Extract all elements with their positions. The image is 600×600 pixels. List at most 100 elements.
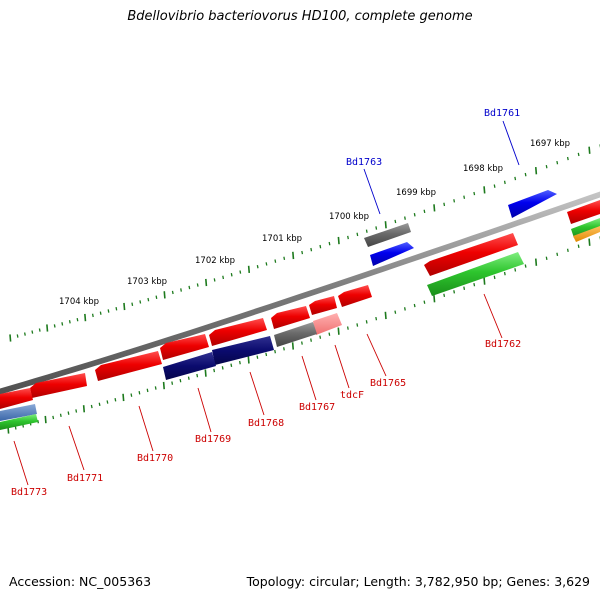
- ruler-tick-upper: [265, 262, 268, 266]
- ruler-tick-upper: [524, 172, 527, 177]
- ruler-tick-lower: [463, 286, 466, 290]
- gene-red-1768[interactable]: [209, 318, 267, 346]
- gene-red-mid2[interactable]: [271, 306, 310, 329]
- gene-bd1773[interactable]: [0, 388, 33, 409]
- ruler-tick-lower: [187, 376, 190, 380]
- ruler-tick-lower: [453, 290, 456, 294]
- ruler-tick-upper: [328, 241, 331, 246]
- ruler-tick-upper: [213, 278, 216, 282]
- leader-bd1768: [249, 371, 265, 416]
- gene-tdcf[interactable]: [313, 313, 342, 335]
- ruler-tick-upper: [337, 236, 340, 245]
- gene-bd1763-blue[interactable]: [370, 242, 414, 266]
- gene-bd1768[interactable]: [212, 336, 274, 365]
- ruler-tick-lower: [556, 252, 559, 257]
- ruler-tick-lower: [283, 347, 285, 351]
- ruler-tick-upper: [301, 250, 304, 255]
- gene-orange-right[interactable]: [573, 226, 600, 242]
- ruler-tick-lower: [238, 360, 241, 365]
- ruler-tick-lower: [146, 388, 149, 393]
- ruler-tick-lower: [577, 244, 580, 248]
- leader-bd1773: [13, 440, 29, 486]
- ruler-tick-upper: [16, 334, 19, 338]
- ruler-tick-upper: [99, 311, 102, 315]
- ruler-tick-lower: [493, 275, 496, 280]
- ruler-tick-upper: [556, 160, 559, 165]
- gene-bd1769[interactable]: [163, 352, 216, 380]
- ruler-tick-upper: [61, 322, 64, 326]
- ruler-tick-lower: [310, 338, 312, 342]
- ruler-tick-lower: [230, 363, 233, 367]
- gene-bd1767[interactable]: [274, 322, 317, 347]
- label-bd1770: Bd1770: [137, 453, 173, 464]
- ruler-tick-upper: [76, 317, 79, 322]
- ruler-tick-upper: [23, 332, 26, 336]
- ruler-tick-lower: [413, 303, 416, 308]
- ruler-tick-lower: [204, 369, 207, 377]
- ruler-tick-lower: [423, 300, 426, 304]
- ruler-tick-lower: [356, 323, 359, 327]
- gene-bd1771[interactable]: [30, 373, 87, 398]
- ruler-tick-lower: [213, 368, 216, 373]
- ruler-tick-lower: [433, 295, 436, 303]
- genome-summary-text: Topology: circular; Length: 3,782,950 bp…: [246, 574, 590, 589]
- ruler-label-1702: 1702 kbp: [195, 256, 235, 266]
- ruler-tick-upper: [180, 288, 182, 292]
- ruler-tick-upper: [9, 334, 12, 342]
- ruler-tick-upper: [577, 152, 580, 157]
- ruler-tick-upper: [68, 320, 71, 324]
- ruler-tick-lower: [154, 386, 157, 390]
- reverse-strand: [0, 233, 524, 430]
- ruler-tick-lower: [443, 293, 446, 298]
- gene-bd1762[interactable]: [424, 233, 518, 276]
- ruler-label-1701: 1701 kbp: [262, 234, 302, 244]
- ruler-tick-lower: [301, 341, 303, 345]
- gene-bd1761[interactable]: [508, 190, 557, 218]
- gene-green-left[interactable]: [0, 414, 38, 430]
- ruler-tick-upper: [205, 278, 208, 287]
- ruler-tick-lower: [483, 277, 486, 285]
- label-tdcf: tdcF: [340, 390, 364, 401]
- ruler-tick-upper: [503, 180, 506, 185]
- ruler-tick-lower: [130, 393, 133, 397]
- gene-red-1769[interactable]: [160, 334, 209, 360]
- gene-bd1763[interactable]: [364, 223, 411, 247]
- ruler-tick-upper: [163, 291, 166, 299]
- ruler-tick-upper: [319, 244, 322, 249]
- ruler-tick-lower: [524, 264, 527, 268]
- leader-bd1770: [138, 405, 154, 452]
- label-bd1765: Bd1765: [370, 378, 406, 389]
- ruler-label-1698: 1698 kbp: [463, 164, 503, 174]
- label-bd1763: Bd1763: [346, 157, 382, 168]
- ruler-tick-upper: [404, 216, 406, 220]
- ruler-tick-lower: [98, 402, 101, 407]
- leader-bd1765: [366, 333, 387, 377]
- ruler-tick-lower: [67, 411, 70, 415]
- ruler-tick-lower: [394, 310, 397, 314]
- ruler-tick-upper: [239, 270, 242, 274]
- ruler-tick-upper: [31, 330, 34, 334]
- ruler-tick-upper: [588, 146, 591, 154]
- ruler-tick-upper: [365, 229, 368, 233]
- gene-bd1770[interactable]: [95, 351, 162, 381]
- ruler-tick-upper: [139, 300, 142, 304]
- ruler-tick-upper: [171, 290, 174, 295]
- gene-red-mid[interactable]: [309, 296, 337, 315]
- ruler-tick-lower: [179, 378, 182, 383]
- ruler-tick-lower: [365, 320, 368, 324]
- ruler-label-1703: 1703 kbp: [127, 277, 167, 287]
- leader-bd1769: [197, 387, 212, 433]
- ruler-tick-upper: [413, 213, 416, 217]
- label-bd1762: Bd1762: [485, 339, 521, 350]
- leader-bd1762: [483, 293, 503, 339]
- gene-red-right[interactable]: [567, 200, 600, 224]
- gene-bd1765[interactable]: [338, 285, 372, 307]
- ruler-tick-lower: [473, 282, 476, 287]
- ruler-tick-lower: [403, 307, 406, 311]
- gene-bd1762-green[interactable]: [427, 252, 524, 296]
- ruler-tick-lower: [138, 391, 141, 395]
- gene-green-right[interactable]: [571, 218, 600, 238]
- gene-steel-left[interactable]: [0, 404, 37, 421]
- ruler-tick-upper: [131, 302, 134, 306]
- ruler-tick-upper: [155, 295, 158, 299]
